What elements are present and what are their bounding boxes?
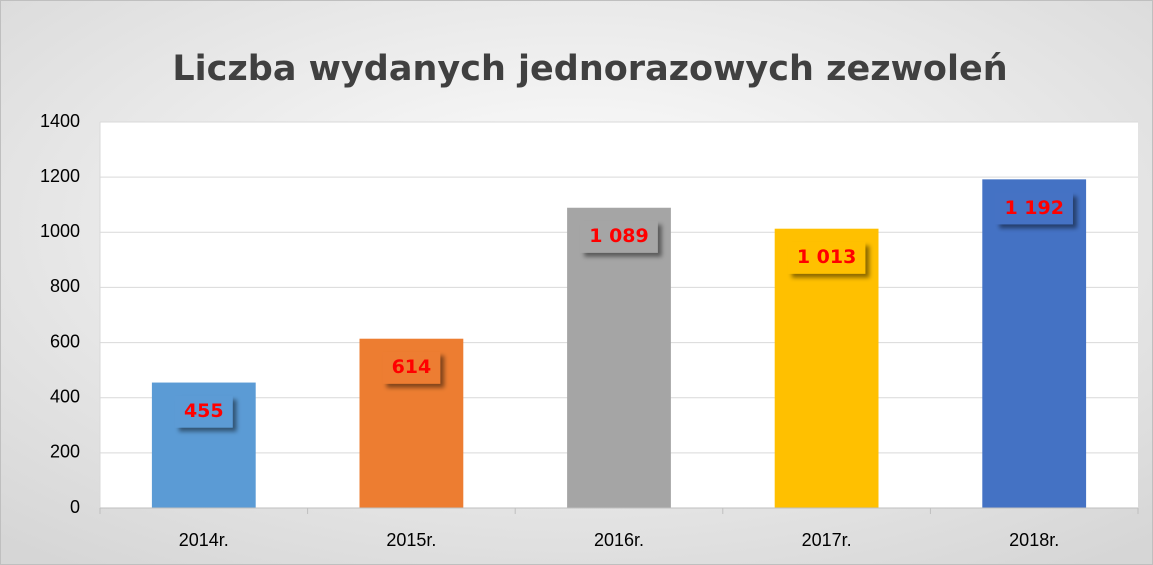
data-label-text: 1 089 <box>589 225 649 247</box>
data-label: 455 <box>174 395 233 428</box>
y-tick-label: 800 <box>50 276 80 296</box>
data-label-box <box>580 220 658 253</box>
data-label: 1 192 <box>995 192 1073 225</box>
data-label: 1 013 <box>787 241 866 274</box>
bar <box>774 228 879 509</box>
data-label-text: 455 <box>184 400 224 422</box>
y-tick-label: 1400 <box>40 111 80 131</box>
data-label: 614 <box>382 351 441 384</box>
data-label-box <box>787 241 866 274</box>
data-label-text: 1 192 <box>1004 197 1064 219</box>
data-label-text: 614 <box>392 356 432 378</box>
y-tick-label: 1000 <box>40 221 80 241</box>
data-label-box <box>174 395 233 428</box>
data-label-box <box>995 192 1073 225</box>
y-tick-label: 200 <box>50 442 80 462</box>
x-tick-label: 2014r. <box>179 530 229 550</box>
chart-title: Liczba wydanych jednorazowych zezwoleń <box>172 49 1007 89</box>
y-tick-label: 400 <box>50 386 80 406</box>
x-tick-label: 2015r. <box>386 530 436 550</box>
y-tick-label: 1200 <box>40 166 80 186</box>
bar <box>567 207 671 509</box>
data-label-text: 1 013 <box>797 246 857 268</box>
data-label-box <box>382 351 441 384</box>
y-tick-label: 600 <box>50 331 80 351</box>
bar <box>982 179 1087 508</box>
data-label: 1 089 <box>580 220 658 253</box>
x-tick-label: 2018r. <box>1009 530 1059 550</box>
x-tick-label: 2016r. <box>594 530 644 550</box>
y-tick-label: 0 <box>70 497 80 517</box>
x-tick-label: 2017r. <box>802 530 852 550</box>
